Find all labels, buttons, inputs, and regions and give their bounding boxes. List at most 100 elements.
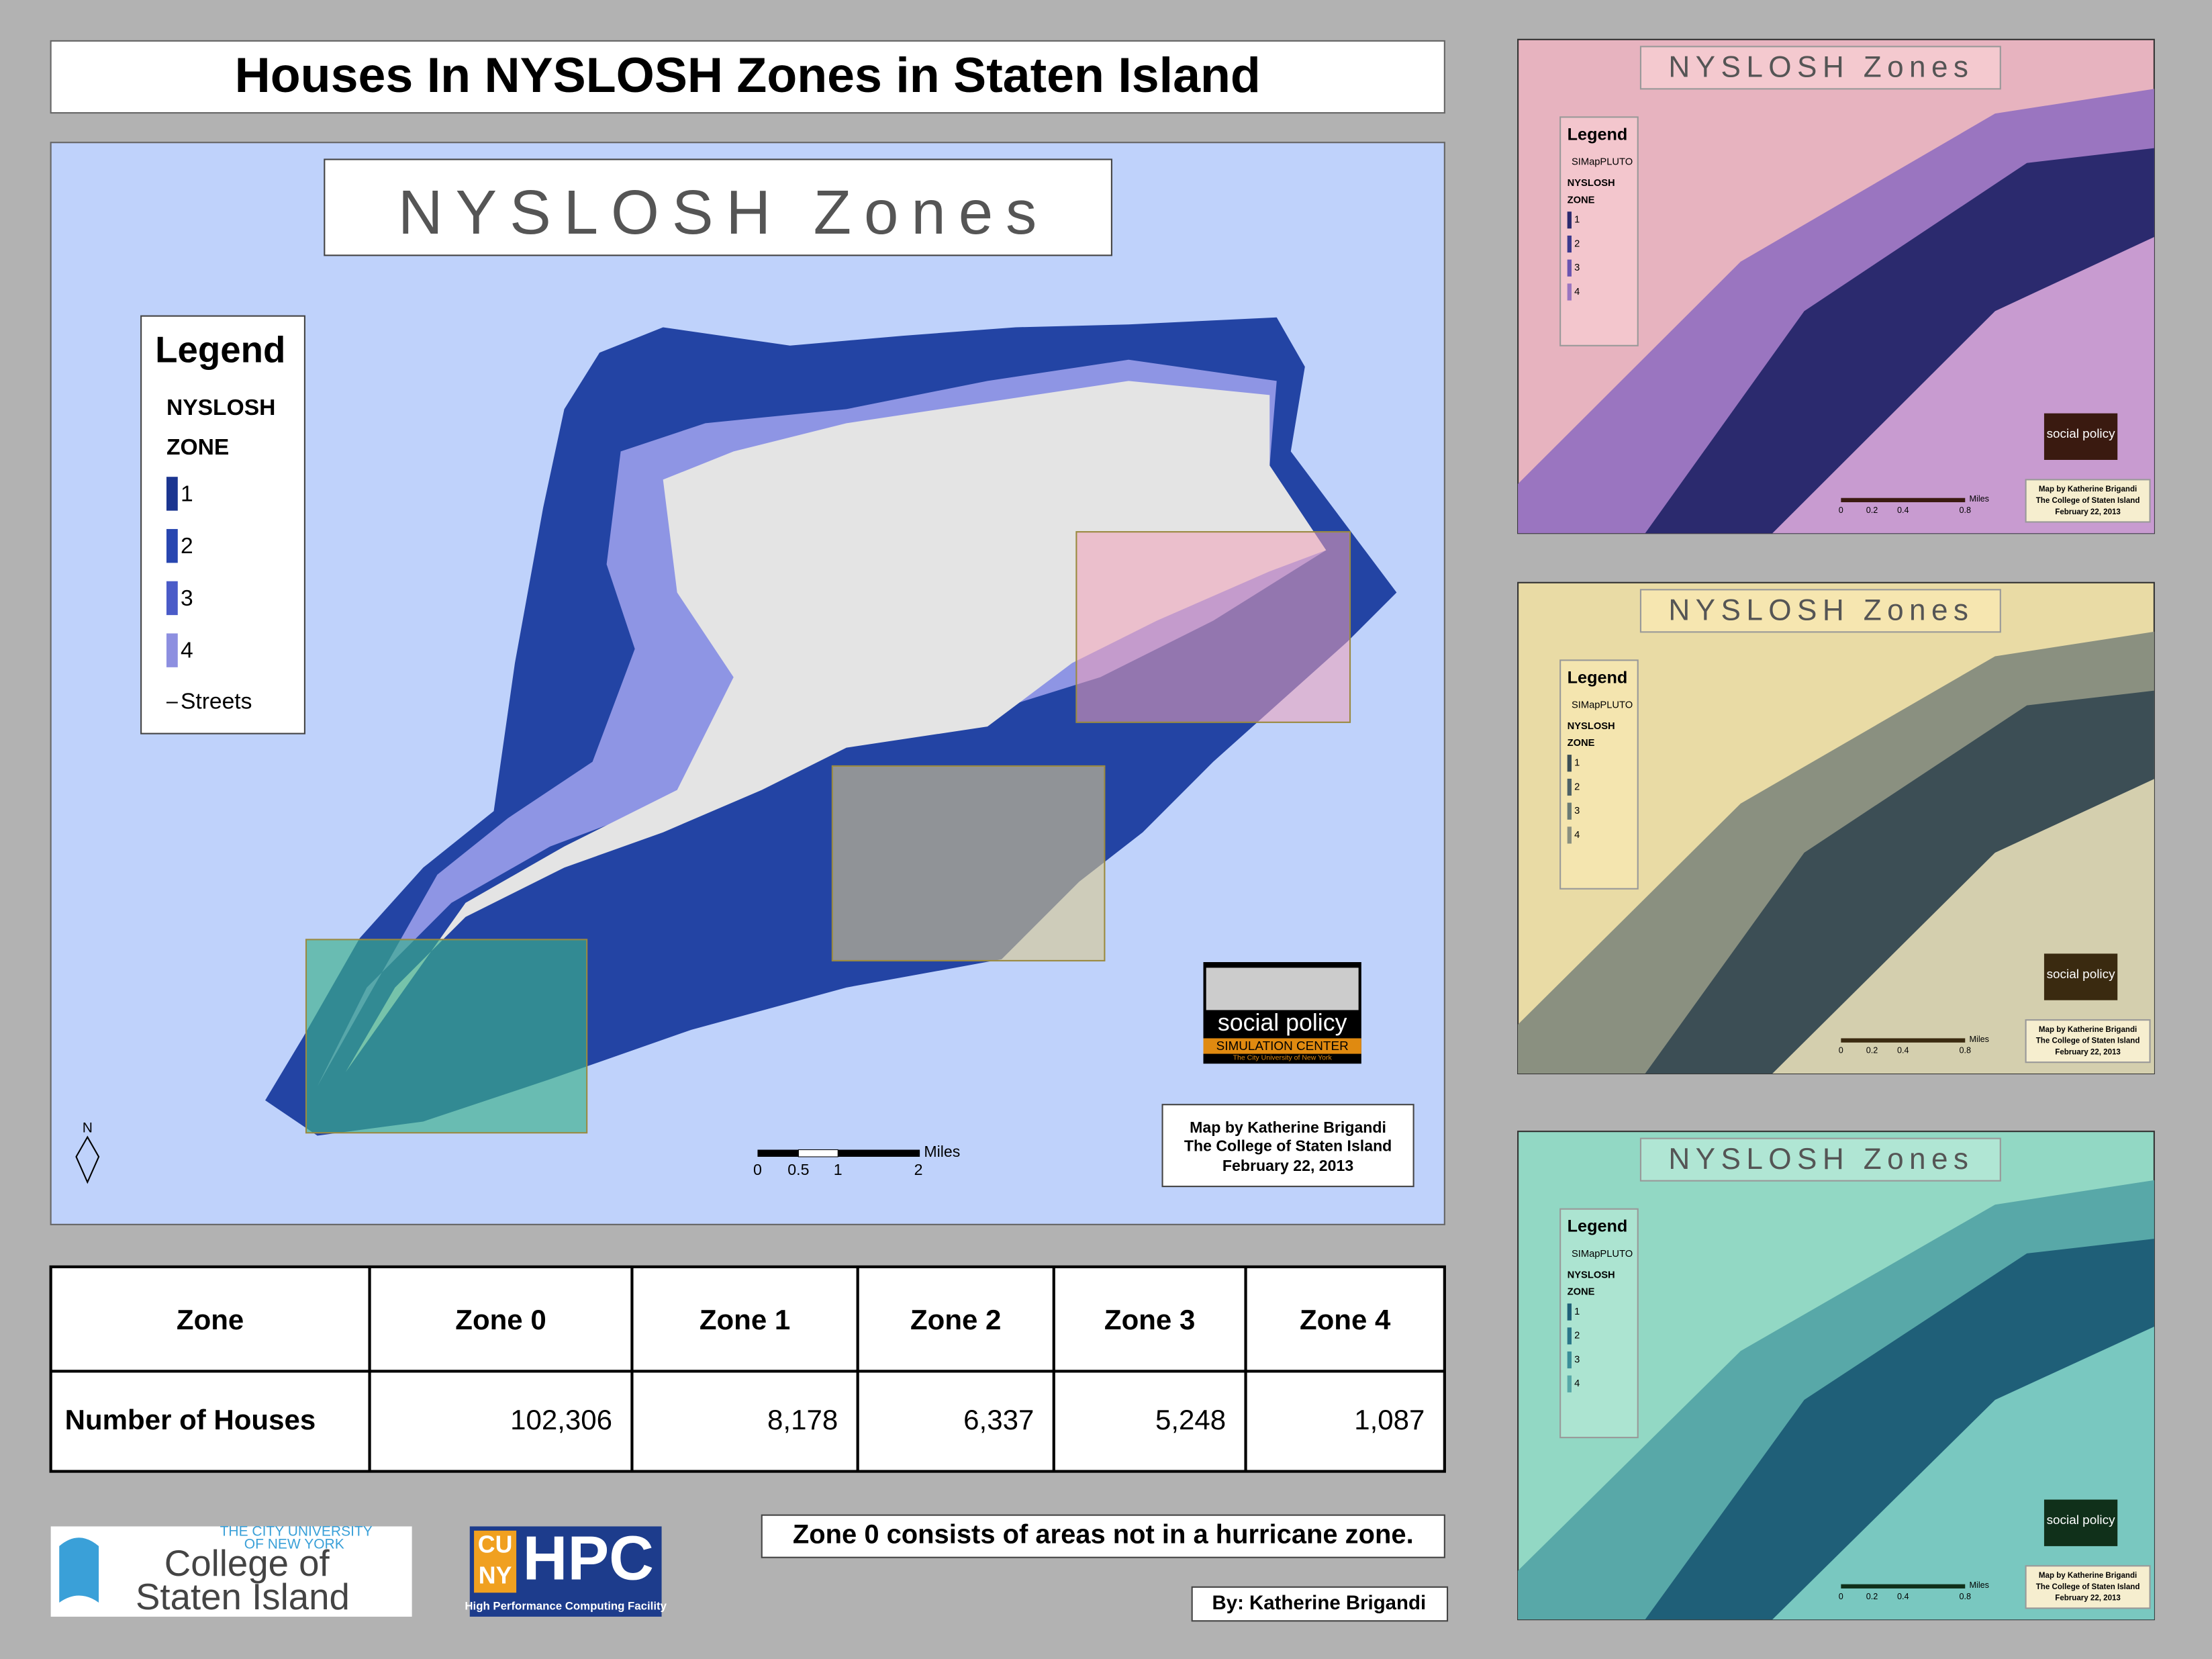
inset-title: NYSLOSH Zones [1668, 1143, 1974, 1176]
scale-bar [1841, 497, 1966, 503]
inset-map: NYSLOSH Zones Legend SIMapPLUTO NYSLOSH ZONE… [1517, 581, 2155, 1075]
legend-label: 4 [181, 638, 193, 663]
scale-label: 1 [834, 1161, 843, 1178]
note-box [761, 1514, 1445, 1558]
credit: Map by Katherine Brigandi [2039, 485, 2137, 493]
logo-text: HPC [523, 1523, 654, 1593]
legend-label: 2 [1574, 238, 1580, 249]
table-cell: 8,178 [767, 1404, 838, 1435]
table-header: Zone [177, 1304, 244, 1335]
scale-label: 0.2 [1866, 506, 1878, 515]
scale-label: 0.2 [1866, 1592, 1878, 1601]
table-cell: 102,306 [510, 1404, 612, 1435]
inset-map: NYSLOSH Zones Legend SIMapPLUTO NYSLOSH ZONE… [1517, 1131, 2155, 1621]
table-header: Zone 3 [1104, 1304, 1195, 1335]
legend-swatch [166, 528, 178, 563]
legend-layer: SIMapPLUTO [1572, 157, 1633, 168]
inset-title: NYSLOSH Zones [1668, 594, 1974, 627]
legend-layer: SIMapPLUTO [1572, 1249, 1633, 1260]
legend-swatch [1567, 259, 1572, 277]
inset-title: NYSLOSH Zones [1668, 51, 1974, 84]
legend-swatch [1567, 826, 1572, 844]
logo-text: social policy [2047, 427, 2115, 441]
legend-title: Legend [155, 330, 285, 371]
credit: Map by Katherine Brigandi [1190, 1119, 1386, 1136]
legend-layer: SIMapPLUTO [1572, 700, 1633, 710]
credit: Map by Katherine Brigandi [2039, 1026, 2137, 1034]
logo-band [1203, 1038, 1361, 1054]
title-box [50, 40, 1445, 114]
legend-label: 2 [1574, 781, 1580, 792]
legend-field: ZONE [166, 435, 229, 460]
logo [2043, 413, 2118, 460]
legend-label: 3 [181, 586, 193, 611]
legend-label: 1 [181, 481, 193, 506]
scale-bar [798, 1149, 838, 1157]
legend-swatch [1567, 1351, 1572, 1369]
table-header: Zone 4 [1300, 1304, 1391, 1335]
credit: Map by Katherine Brigandi [2039, 1572, 2137, 1580]
legend-field: NYSLOSH [166, 395, 275, 420]
scale-label: 0 [1839, 1046, 1843, 1055]
scale-label: 0.8 [1959, 1592, 1971, 1601]
legend-swatch [166, 581, 178, 616]
logo-text: SIMULATION CENTER [1216, 1039, 1349, 1053]
logo-bg [50, 1526, 412, 1617]
credit: February 22, 2013 [2055, 508, 2121, 516]
table-header: Zone 2 [910, 1304, 1001, 1335]
legend-label: 1 [1574, 1307, 1580, 1317]
credit: The College of Staten Island [2036, 1037, 2140, 1045]
table-header: Zone 0 [455, 1304, 546, 1335]
legend-box [140, 315, 305, 734]
legend-swatch [1567, 1327, 1572, 1345]
scale-label: 0 [1839, 506, 1843, 515]
scale-bar [838, 1149, 920, 1157]
legend-field: ZONE [1568, 195, 1595, 205]
legend-label: Streets [181, 689, 252, 714]
logo-mark [474, 1530, 517, 1593]
scale-bar [757, 1149, 799, 1157]
scale-label: 2 [914, 1161, 923, 1178]
inset-map: NYSLOSH Zones Legend SIMapPLUTO NYSLOSH ZONE… [1517, 38, 2155, 534]
legend-field: NYSLOSH [1568, 1270, 1615, 1280]
legend-label: 3 [1574, 806, 1580, 816]
credit: The College of Staten Island [1184, 1137, 1392, 1154]
legend-label: 1 [1574, 215, 1580, 226]
csi-logo: THE CITY UNIVERSITY OF NEW YORK College … [50, 1523, 412, 1617]
inset-title-box [1639, 1137, 2001, 1182]
legend-label: 3 [1574, 1354, 1580, 1365]
legend-swatch [1567, 235, 1572, 253]
credit: February 22, 2013 [2055, 1049, 2121, 1057]
main-map: NYSLOSH Zones Legend NYSLOSH ZONE 1 2 3 … [50, 142, 1445, 1225]
logo-text: The City University of New York [1233, 1054, 1333, 1062]
scale-label: 0.8 [1959, 506, 1971, 515]
legend-title: Legend [1568, 125, 1628, 144]
legend-label: 2 [181, 534, 193, 559]
map-title-box [324, 158, 1112, 256]
north-arrow [75, 1135, 100, 1184]
byline-box [1191, 1586, 1449, 1622]
logo-text: NY [479, 1562, 512, 1589]
legend-swatch [1567, 802, 1572, 820]
inset-sea [1772, 1326, 2154, 1620]
table-cell: 5,248 [1155, 1404, 1226, 1435]
legend-swatch [1567, 778, 1572, 796]
inset-frame-2 [831, 765, 1106, 961]
credit: February 22, 2013 [2055, 1595, 2121, 1603]
legend-swatch [1567, 1375, 1572, 1392]
scale-label: 0.4 [1897, 1592, 1909, 1601]
scale-unit: Miles [1970, 1580, 1989, 1590]
logo-mark [59, 1537, 99, 1603]
legend-box [1559, 116, 1639, 346]
legend-box [1559, 659, 1639, 890]
credit: The College of Staten Island [2036, 497, 2140, 505]
legend-label: 4 [1574, 830, 1580, 841]
credit-box [2025, 1565, 2151, 1609]
scale-label: 0.5 [787, 1161, 809, 1178]
table-cell: 6,337 [963, 1404, 1034, 1435]
legend-label: 2 [1574, 1331, 1580, 1341]
hpc-logo: CU NY HPC High Performance Computing Fac… [465, 1523, 667, 1617]
legend-swatch [1567, 1303, 1572, 1321]
inset-frame-1 [1075, 531, 1351, 723]
